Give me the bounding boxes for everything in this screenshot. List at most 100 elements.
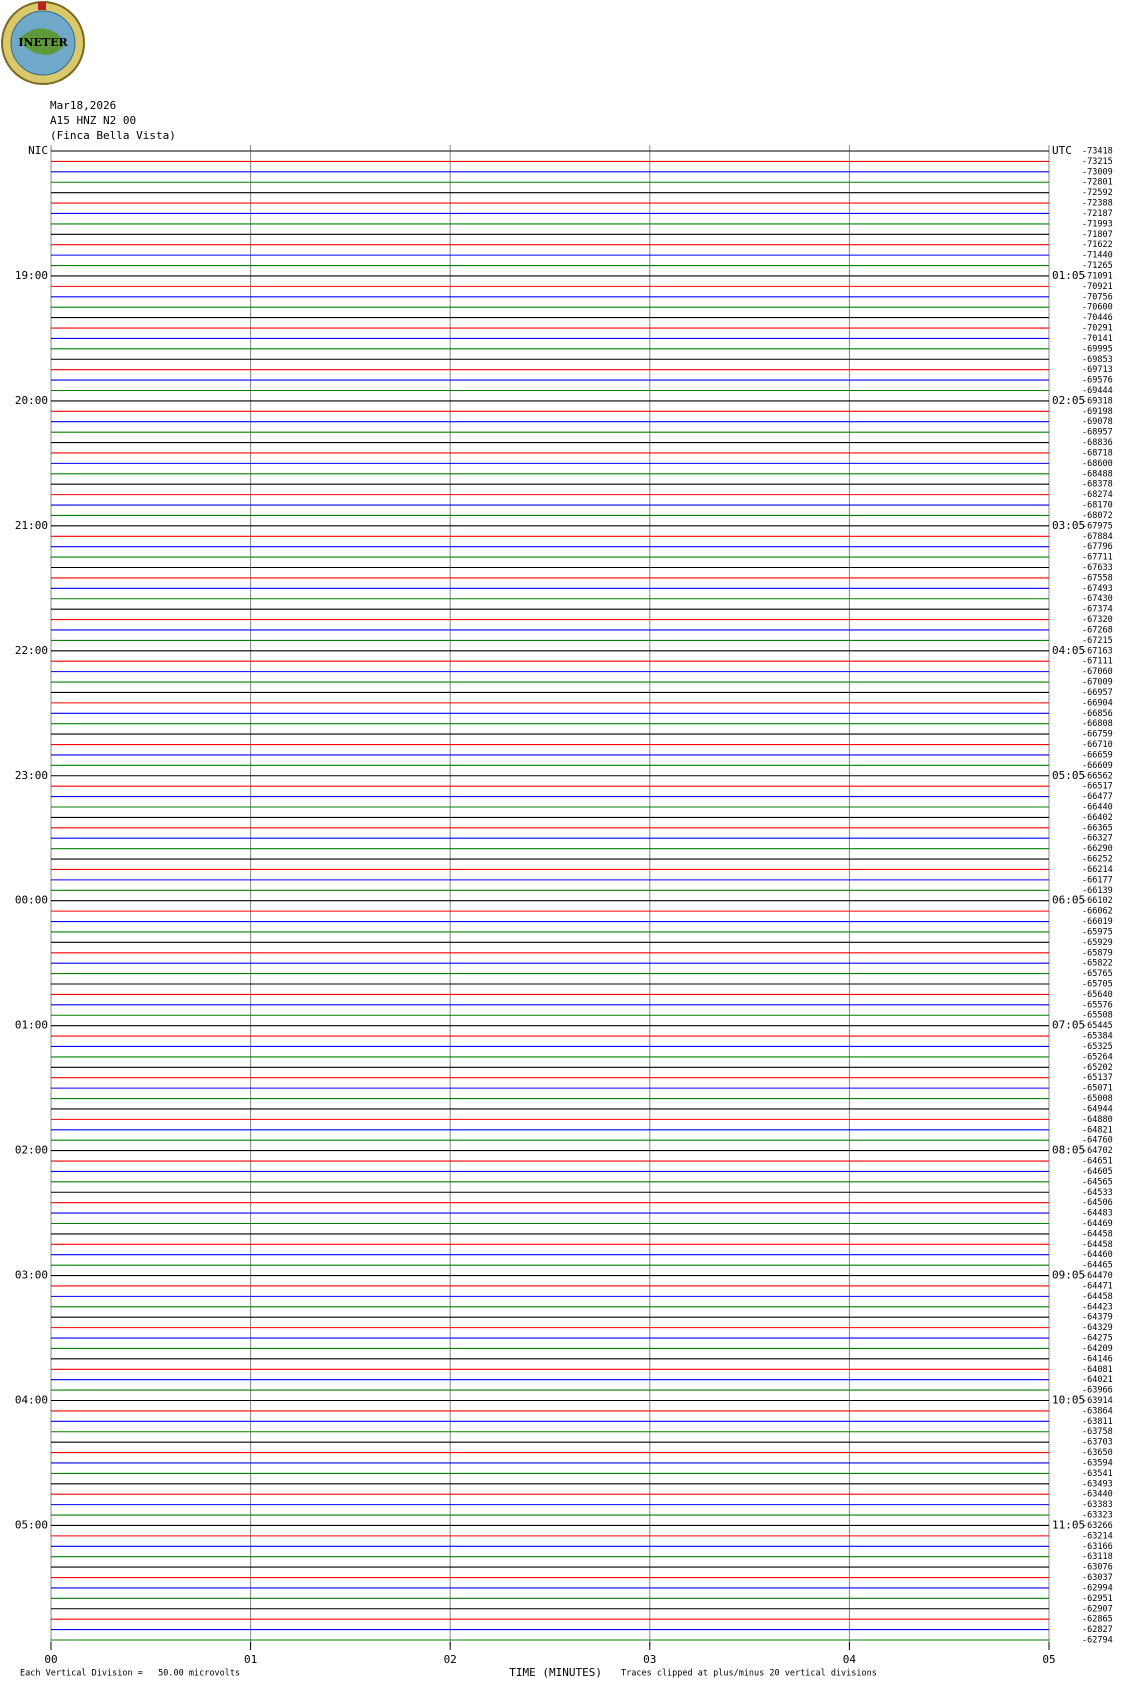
offset-label: -71091 bbox=[1082, 271, 1113, 281]
offset-label: -65008 bbox=[1082, 1094, 1113, 1104]
offset-label: -68957 bbox=[1082, 428, 1113, 438]
offset-label: -69078 bbox=[1082, 417, 1113, 427]
right-time-label: 11:05 bbox=[1052, 1518, 1085, 1531]
offset-label: -65975 bbox=[1082, 927, 1113, 937]
offset-label: -66102 bbox=[1082, 896, 1113, 906]
offset-label: -67430 bbox=[1082, 594, 1113, 604]
offset-label: -67884 bbox=[1082, 532, 1113, 542]
offset-label: -72801 bbox=[1082, 178, 1113, 188]
offset-label: -63541 bbox=[1082, 1469, 1113, 1479]
offset-label: -66252 bbox=[1082, 855, 1113, 865]
offset-label: -66759 bbox=[1082, 730, 1113, 740]
offset-label: -66019 bbox=[1082, 917, 1113, 927]
offset-label: -67711 bbox=[1082, 553, 1113, 563]
x-tick-label: 05 bbox=[1042, 1653, 1055, 1666]
right-time-label: 05:05 bbox=[1052, 769, 1085, 782]
x-tick-label: 03 bbox=[643, 1653, 656, 1666]
offset-label: -69444 bbox=[1082, 386, 1113, 396]
right-time-label: 01:05 bbox=[1052, 269, 1085, 282]
offset-label: -66957 bbox=[1082, 688, 1113, 698]
offset-label: -69853 bbox=[1082, 355, 1113, 365]
offset-label: -64605 bbox=[1082, 1167, 1113, 1177]
offset-label: -70600 bbox=[1082, 303, 1113, 313]
offset-label: -67163 bbox=[1082, 646, 1113, 656]
right-time-label: 09:05 bbox=[1052, 1269, 1085, 1282]
right-time-label: 08:05 bbox=[1052, 1144, 1085, 1157]
offset-label: -68378 bbox=[1082, 480, 1113, 490]
left-time-label: 22:00 bbox=[15, 644, 48, 657]
offset-label: -65137 bbox=[1082, 1073, 1113, 1083]
offset-label: -65445 bbox=[1082, 1021, 1113, 1031]
offset-label: -63440 bbox=[1082, 1490, 1113, 1500]
offset-label: -62794 bbox=[1082, 1636, 1113, 1646]
offset-label: -62865 bbox=[1082, 1615, 1113, 1625]
offset-label: -67374 bbox=[1082, 605, 1113, 615]
title-line: A15 HNZ N2 00 bbox=[50, 114, 136, 127]
offset-label: -64275 bbox=[1082, 1334, 1113, 1344]
offset-label: -64379 bbox=[1082, 1313, 1113, 1323]
offset-label: -71265 bbox=[1082, 261, 1113, 271]
offset-label: -70446 bbox=[1082, 313, 1113, 323]
offset-label: -63076 bbox=[1082, 1563, 1113, 1573]
offset-label: -64944 bbox=[1082, 1104, 1113, 1114]
offset-label: -73009 bbox=[1082, 167, 1113, 177]
offset-label: -68488 bbox=[1082, 469, 1113, 479]
x-tick-label: 00 bbox=[44, 1653, 57, 1666]
offset-label: -66402 bbox=[1082, 813, 1113, 823]
offset-label: -63118 bbox=[1082, 1552, 1113, 1562]
offset-label: -65640 bbox=[1082, 990, 1113, 1000]
offset-label: -62827 bbox=[1082, 1625, 1113, 1635]
title-line: (Finca Bella Vista) bbox=[50, 129, 176, 142]
left-time-label: 20:00 bbox=[15, 394, 48, 407]
offset-label: -64469 bbox=[1082, 1219, 1113, 1229]
offset-label: -64651 bbox=[1082, 1157, 1113, 1167]
offset-label: -65071 bbox=[1082, 1084, 1113, 1094]
right-time-label: 02:05 bbox=[1052, 394, 1085, 407]
left-time-label: 02:00 bbox=[15, 1144, 48, 1157]
title-line: Mar18,2026 bbox=[50, 99, 116, 112]
offset-label: -66139 bbox=[1082, 886, 1113, 896]
logo: INETER bbox=[1, 1, 85, 85]
offset-label: -63650 bbox=[1082, 1448, 1113, 1458]
offset-label: -64423 bbox=[1082, 1302, 1113, 1312]
logo-flag bbox=[38, 2, 46, 10]
left-time-label: 00:00 bbox=[15, 894, 48, 907]
x-tick-label: 02 bbox=[444, 1653, 457, 1666]
offset-label: -64533 bbox=[1082, 1188, 1113, 1198]
offset-label: -65822 bbox=[1082, 959, 1113, 969]
offset-label: -66808 bbox=[1082, 719, 1113, 729]
offset-label: -66562 bbox=[1082, 771, 1113, 781]
offset-label: -66214 bbox=[1082, 865, 1113, 875]
offset-label: -63703 bbox=[1082, 1438, 1113, 1448]
offset-label: -72592 bbox=[1082, 188, 1113, 198]
footnote: Each Vertical Division = 50.00 microvolt… bbox=[20, 1669, 240, 1679]
offset-label: -67268 bbox=[1082, 625, 1113, 635]
logo-land bbox=[20, 28, 64, 55]
left-time-label: 04:00 bbox=[15, 1394, 48, 1407]
left-time-label: 01:00 bbox=[15, 1019, 48, 1032]
offset-label: -67558 bbox=[1082, 573, 1113, 583]
offset-label: -67633 bbox=[1082, 563, 1113, 573]
offset-label: -65705 bbox=[1082, 980, 1113, 990]
offset-label: -65508 bbox=[1082, 1011, 1113, 1021]
offset-label: -63266 bbox=[1082, 1521, 1113, 1531]
offset-label: -68836 bbox=[1082, 438, 1113, 448]
offset-label: -64880 bbox=[1082, 1115, 1113, 1125]
offset-label: -65879 bbox=[1082, 948, 1113, 958]
offset-label: -64458 bbox=[1082, 1229, 1113, 1239]
logo-text: INETER bbox=[18, 36, 68, 49]
offset-label: -64565 bbox=[1082, 1177, 1113, 1187]
offset-label: -66365 bbox=[1082, 823, 1113, 833]
offset-label: -62951 bbox=[1082, 1594, 1113, 1604]
offset-label: -70756 bbox=[1082, 292, 1113, 302]
offset-label: -68170 bbox=[1082, 501, 1113, 511]
x-tick-label: 01 bbox=[244, 1653, 257, 1666]
right-time-label: 10:05 bbox=[1052, 1394, 1085, 1407]
x-tick-label: 04 bbox=[843, 1653, 857, 1666]
offset-label: -66062 bbox=[1082, 907, 1113, 917]
offset-label: -66327 bbox=[1082, 834, 1113, 844]
offset-label: -68072 bbox=[1082, 511, 1113, 521]
offset-label: -64081 bbox=[1082, 1365, 1113, 1375]
offset-label: -64760 bbox=[1082, 1136, 1113, 1146]
